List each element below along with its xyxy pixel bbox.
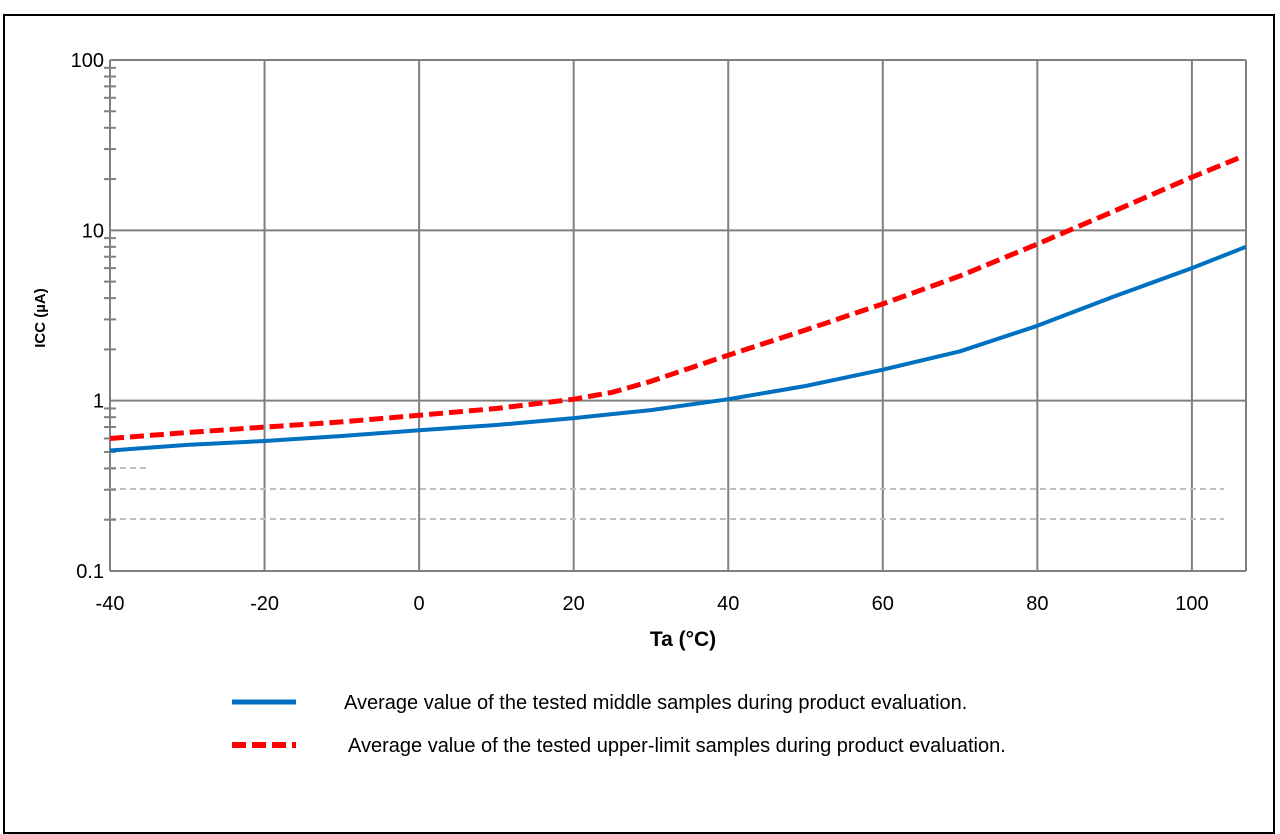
- y-axis-title: ICC (µA): [32, 288, 49, 347]
- y-tick-label: 0.1: [76, 561, 104, 583]
- legend-label-middle: Average value of the tested middle sampl…: [344, 692, 967, 714]
- gridlines: [109, 59, 1247, 572]
- series-line-upper-limit: [109, 155, 1240, 441]
- x-tick-labels: -40 -20 0 20 40 60 80 100: [96, 593, 1209, 615]
- x-tick-label: 20: [563, 593, 585, 615]
- y-tick-labels: 0.1 1 10 100: [71, 50, 104, 583]
- x-tick-label: -40: [96, 593, 125, 615]
- x-tick-label: 0: [414, 593, 425, 615]
- y-tick-label: 100: [71, 50, 104, 72]
- y-minor-ticks: [104, 66, 116, 521]
- series-line-middle: [109, 244, 1247, 453]
- reference-dashed-lines: [110, 467, 1224, 520]
- x-axis-title: Ta (°C): [650, 628, 716, 651]
- series-lines: [109, 155, 1247, 453]
- y-tick-label: 10: [82, 220, 104, 242]
- x-tick-label: -20: [250, 593, 279, 615]
- x-tick-label: 40: [717, 593, 739, 615]
- y-tick-label: 1: [93, 391, 104, 413]
- legend-label-upper-limit: Average value of the tested upper-limit …: [348, 735, 1006, 757]
- x-tick-label: 100: [1175, 593, 1208, 615]
- x-tick-label: 60: [872, 593, 894, 615]
- legend: Average value of the tested middle sampl…: [232, 692, 1006, 757]
- x-tick-label: 80: [1026, 593, 1048, 615]
